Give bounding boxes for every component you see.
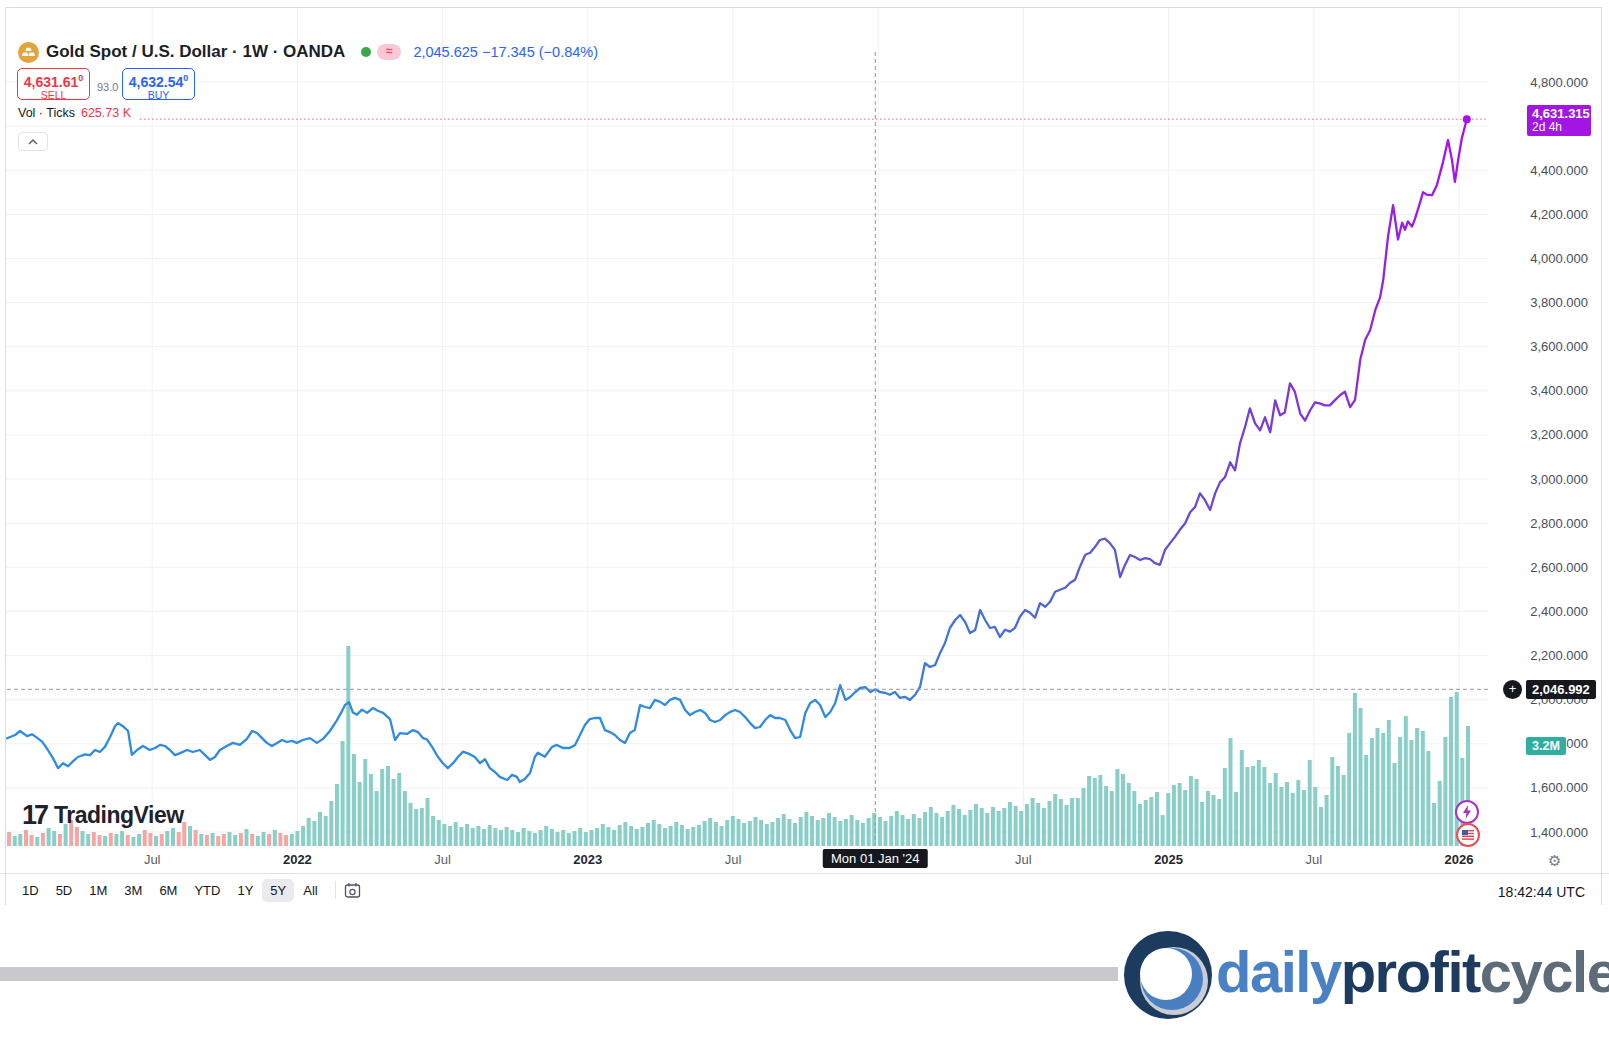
range-button-ytd[interactable]: YTD — [186, 879, 228, 902]
market-status-icon — [361, 47, 371, 57]
footer-divider-bar — [0, 967, 1118, 981]
time-axis-label: Jul — [725, 852, 742, 867]
range-button-5y[interactable]: 5Y — [262, 879, 294, 902]
last-price-badge: 4,631.315 2d 4h — [1527, 105, 1591, 136]
price-axis-label: 4,200.000 — [1530, 207, 1588, 222]
time-axis-label: Jul — [1015, 852, 1032, 867]
symbol-title[interactable]: Gold Spot / U.S. Dollar · 1W · OANDA — [46, 42, 345, 62]
tradingview-watermark: 17 TradingView — [22, 800, 184, 831]
collapse-button[interactable] — [18, 132, 48, 151]
price-axis-label: 3,000.000 — [1530, 472, 1588, 487]
tradingview-logo-icon: 17 — [22, 800, 46, 831]
price-axis-label: 1,400.000 — [1530, 825, 1588, 840]
toolbar-divider — [335, 881, 336, 899]
price-axis-label: 2,200.000 — [1530, 648, 1588, 663]
gold-coin-icon — [18, 42, 39, 63]
quote-change: 2,045.625 −17.345 (−0.84%) — [413, 44, 598, 60]
price-axis-label: 1,600.000 — [1530, 780, 1588, 795]
volume-study-value: 625.73 K — [81, 106, 131, 120]
us-flag-icon[interactable] — [1455, 822, 1481, 848]
time-axis-label: 2026 — [1445, 852, 1474, 867]
price-axis-label: 3,200.000 — [1530, 427, 1588, 442]
time-axis-label: 2023 — [573, 852, 602, 867]
delayed-data-icon: ≈ — [377, 44, 401, 60]
crosshair-date-badge: Mon 01 Jan '24 — [823, 849, 928, 868]
crosshair-volume-badge: 3.2M — [1526, 737, 1566, 755]
time-axis-label: 2022 — [283, 852, 312, 867]
range-button-3m[interactable]: 3M — [116, 879, 150, 902]
brand-word-profit: profit — [1341, 939, 1480, 1004]
price-axis-label: 2,400.000 — [1530, 604, 1588, 619]
volume-study-label[interactable]: Vol · Ticks — [18, 106, 75, 120]
price-axis-label: 3,400.000 — [1530, 383, 1588, 398]
axis-separator — [0, 873, 1609, 874]
range-button-1y[interactable]: 1Y — [229, 879, 261, 902]
dailyprofitcycle-wordmark: dailyprofitcycle — [1216, 938, 1609, 1005]
dailyprofitcycle-logo-icon — [1122, 929, 1214, 1021]
price-axis-label: 4,400.000 — [1530, 163, 1588, 178]
range-button-6m[interactable]: 6M — [151, 879, 185, 902]
add-alert-plus-icon[interactable]: + — [1503, 680, 1522, 699]
price-chart[interactable] — [0, 0, 1609, 880]
utc-clock[interactable]: 18:42:44 UTC — [1498, 884, 1585, 900]
price-axis-label: 2,600.000 — [1530, 560, 1588, 575]
time-axis-label: Jul — [144, 852, 161, 867]
time-axis-label: Jul — [434, 852, 451, 867]
range-button-1m[interactable]: 1M — [81, 879, 115, 902]
time-axis-label: Jul — [1305, 852, 1322, 867]
brand-word-daily: daily — [1216, 939, 1341, 1004]
range-button-1d[interactable]: 1D — [14, 879, 47, 902]
price-axis-label: 3,600.000 — [1530, 339, 1588, 354]
price-axis-label: 3,800.000 — [1530, 295, 1588, 310]
sell-button[interactable]: 4,631.610 SELL — [17, 68, 90, 100]
range-button-5d[interactable]: 5D — [48, 879, 81, 902]
price-axis-label: 4,000.000 — [1530, 251, 1588, 266]
time-axis-label: 2025 — [1154, 852, 1183, 867]
brand-word-cycle: cycle — [1480, 939, 1609, 1004]
range-toolbar: 1D5D1M3M6MYTD1Y5YAll — [14, 876, 361, 904]
spread-value: 93.0 — [97, 81, 118, 93]
go-to-date-icon[interactable] — [344, 882, 361, 899]
buy-button[interactable]: 4,632.540 BUY — [122, 68, 195, 100]
tradingview-gold-chart: Gold Spot / U.S. Dollar · 1W · OANDA ≈ 2… — [0, 0, 1609, 1051]
range-button-all[interactable]: All — [295, 879, 325, 902]
settings-gear-icon[interactable]: ⚙ — [1548, 853, 1564, 869]
crosshair-price-badge: 2,046.992 — [1526, 680, 1596, 699]
price-axis-label: 2,800.000 — [1530, 516, 1588, 531]
price-axis-label: 4,800.000 — [1530, 75, 1588, 90]
